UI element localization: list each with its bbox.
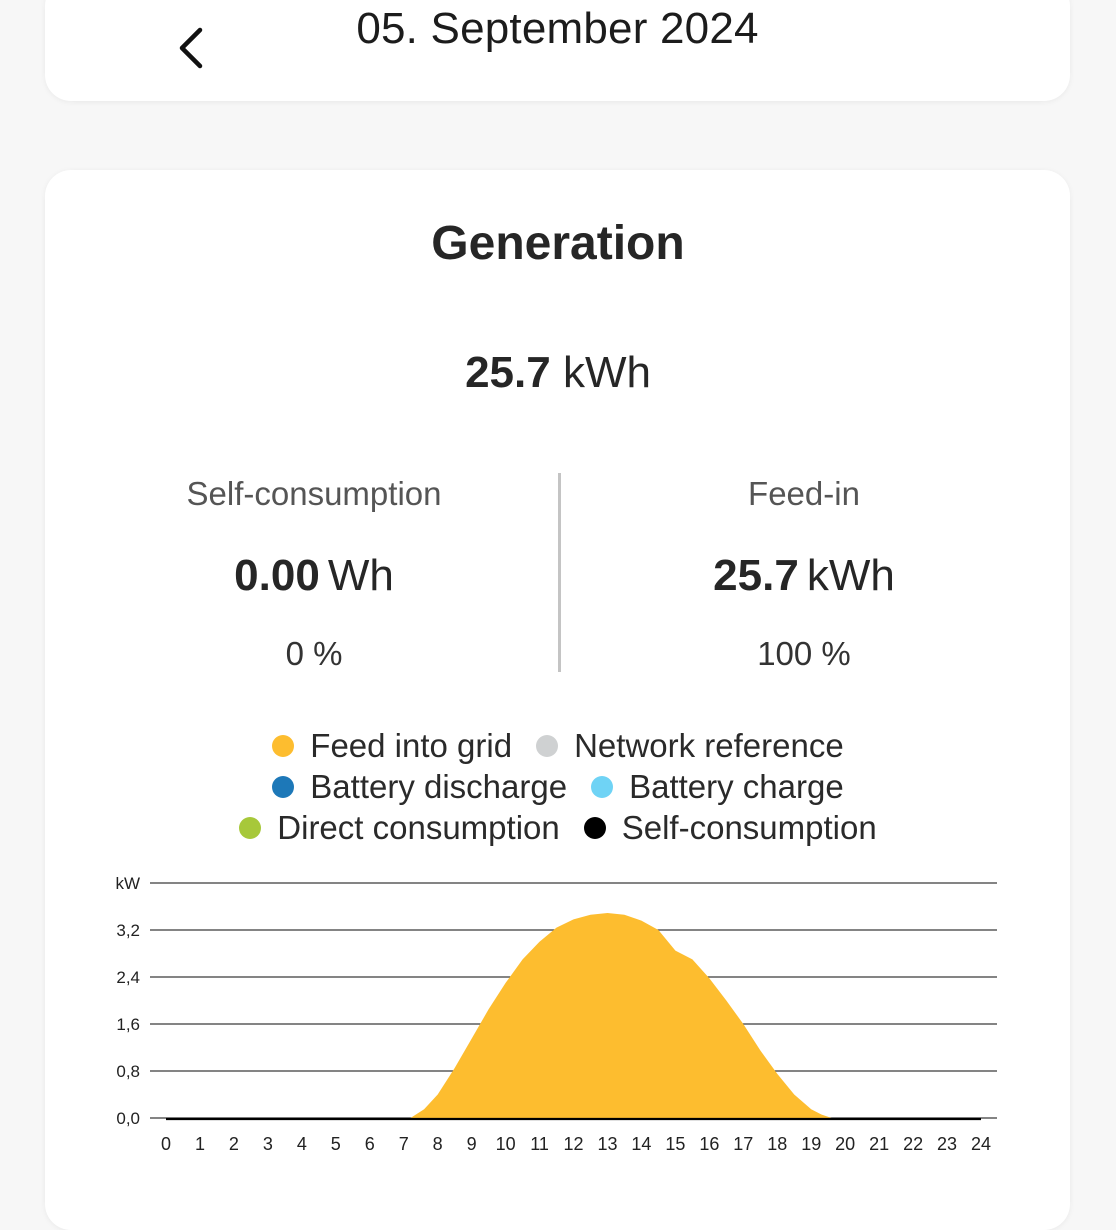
header-card: 05. September 2024 (45, 0, 1070, 101)
legend-label: Direct consumption (277, 808, 560, 846)
x-tick-label: 7 (399, 1134, 409, 1154)
x-tick-label: 8 (433, 1134, 443, 1154)
chart-legend: Feed into grid Network reference Battery… (0, 725, 1116, 848)
x-tick-label: 12 (563, 1134, 583, 1154)
x-tick-label: 13 (597, 1134, 617, 1154)
y-tick-label: 2,4 (116, 968, 140, 987)
self-consumption-percent: 0 % (285, 635, 343, 672)
x-tick-label: 2 (229, 1134, 239, 1154)
x-tick-label: 4 (297, 1134, 307, 1154)
self-consumption-unit: Wh (327, 551, 394, 600)
feed-in-percent: 100 % (757, 635, 851, 672)
legend-row: Feed into grid Network reference (0, 725, 1116, 766)
legend-dot-network-reference (536, 734, 559, 757)
self-consumption-label: Self-consumption (186, 475, 442, 512)
x-tick-label: 16 (699, 1134, 719, 1154)
x-tick-label: 6 (365, 1134, 375, 1154)
x-tick-label: 19 (801, 1134, 821, 1154)
x-tick-label: 10 (496, 1134, 516, 1154)
y-tick-label: 0,8 (116, 1062, 140, 1081)
date-title: 05. September 2024 (356, 4, 759, 53)
series-area-feed-into-grid (166, 913, 981, 1118)
y-axis-label: kW (115, 874, 140, 893)
self-consumption-value: 0.00 Wh (104, 551, 524, 601)
y-tick-label: 1,6 (116, 1015, 140, 1034)
chart-svg: kW0,00,81,62,43,20 1 2 3 4 5 6 7 8 9 10 11 12 13 14 15 1… (115, 874, 997, 1154)
generation-total-value: 25.7 (465, 348, 551, 397)
legend-dot-direct-consumption (239, 816, 262, 839)
chevron-left-icon (179, 27, 203, 69)
x-tick-label: 14 (631, 1134, 651, 1154)
generation-total: 25.7 kWh (0, 348, 1116, 398)
x-tick-label: 23 (937, 1134, 957, 1154)
legend-label: Self-consumption (621, 808, 877, 846)
legend-dot-battery-charge (591, 775, 614, 798)
legend-item-direct-consumption[interactable]: Direct consumption (239, 808, 560, 847)
legend-item-feed-into-grid[interactable]: Feed into grid (272, 727, 512, 765)
x-tick-label: 18 (767, 1134, 787, 1154)
feed-in-value: 25.7 kWh (594, 551, 1014, 601)
x-tick-label: 21 (869, 1134, 889, 1154)
legend-dot-battery-discharge (272, 775, 295, 798)
legend-dot-feed-into-grid (272, 734, 295, 757)
legend-item-battery-charge[interactable]: Battery charge (591, 768, 844, 806)
feed-in-label: Feed-in (748, 475, 860, 512)
x-tick-label: 0 (161, 1134, 171, 1154)
legend-row: Battery discharge Battery charge (0, 766, 1116, 807)
legend-item-self-consumption[interactable]: Self-consumption (583, 808, 877, 847)
x-tick-label: 3 (263, 1134, 273, 1154)
legend-row: Direct consumption Self-consumption (0, 807, 1116, 848)
x-tick-label: 22 (903, 1134, 923, 1154)
y-tick-label: 0,0 (116, 1109, 140, 1128)
self-consumption-number: 0.00 (234, 551, 320, 600)
x-tick-label: 9 (467, 1134, 477, 1154)
generation-chart: kW 0,0 0,8 1,6 2,4 3,2 0 1 2 3 4 5 6 7 8 9 10 11 12 13 14 15 1… (0, 860, 1116, 1160)
stats-divider (558, 473, 561, 672)
x-tick-label: 11 (530, 1134, 549, 1154)
legend-label: Battery charge (629, 767, 844, 805)
x-tick-label: 5 (331, 1134, 341, 1154)
legend-label: Feed into grid (310, 726, 513, 764)
feed-in-unit: kWh (806, 551, 895, 600)
generation-title: Generation (431, 217, 685, 270)
x-tick-label: 20 (835, 1134, 855, 1154)
back-button[interactable] (168, 22, 212, 74)
legend-item-battery-discharge[interactable]: Battery discharge (272, 768, 567, 806)
feed-in-number: 25.7 (713, 551, 799, 600)
x-tick-label: 1 (195, 1134, 205, 1154)
x-tick-label: 17 (733, 1134, 753, 1154)
legend-dot-self-consumption (583, 816, 606, 839)
legend-item-network-reference[interactable]: Network reference (536, 727, 844, 765)
generation-total-unit: kWh (562, 348, 651, 397)
x-tick-label: 15 (665, 1134, 685, 1154)
x-tick-label: 24 (971, 1134, 991, 1154)
y-tick-label: 3,2 (116, 921, 140, 940)
legend-label: Battery discharge (310, 767, 568, 805)
legend-label: Network reference (574, 726, 844, 764)
